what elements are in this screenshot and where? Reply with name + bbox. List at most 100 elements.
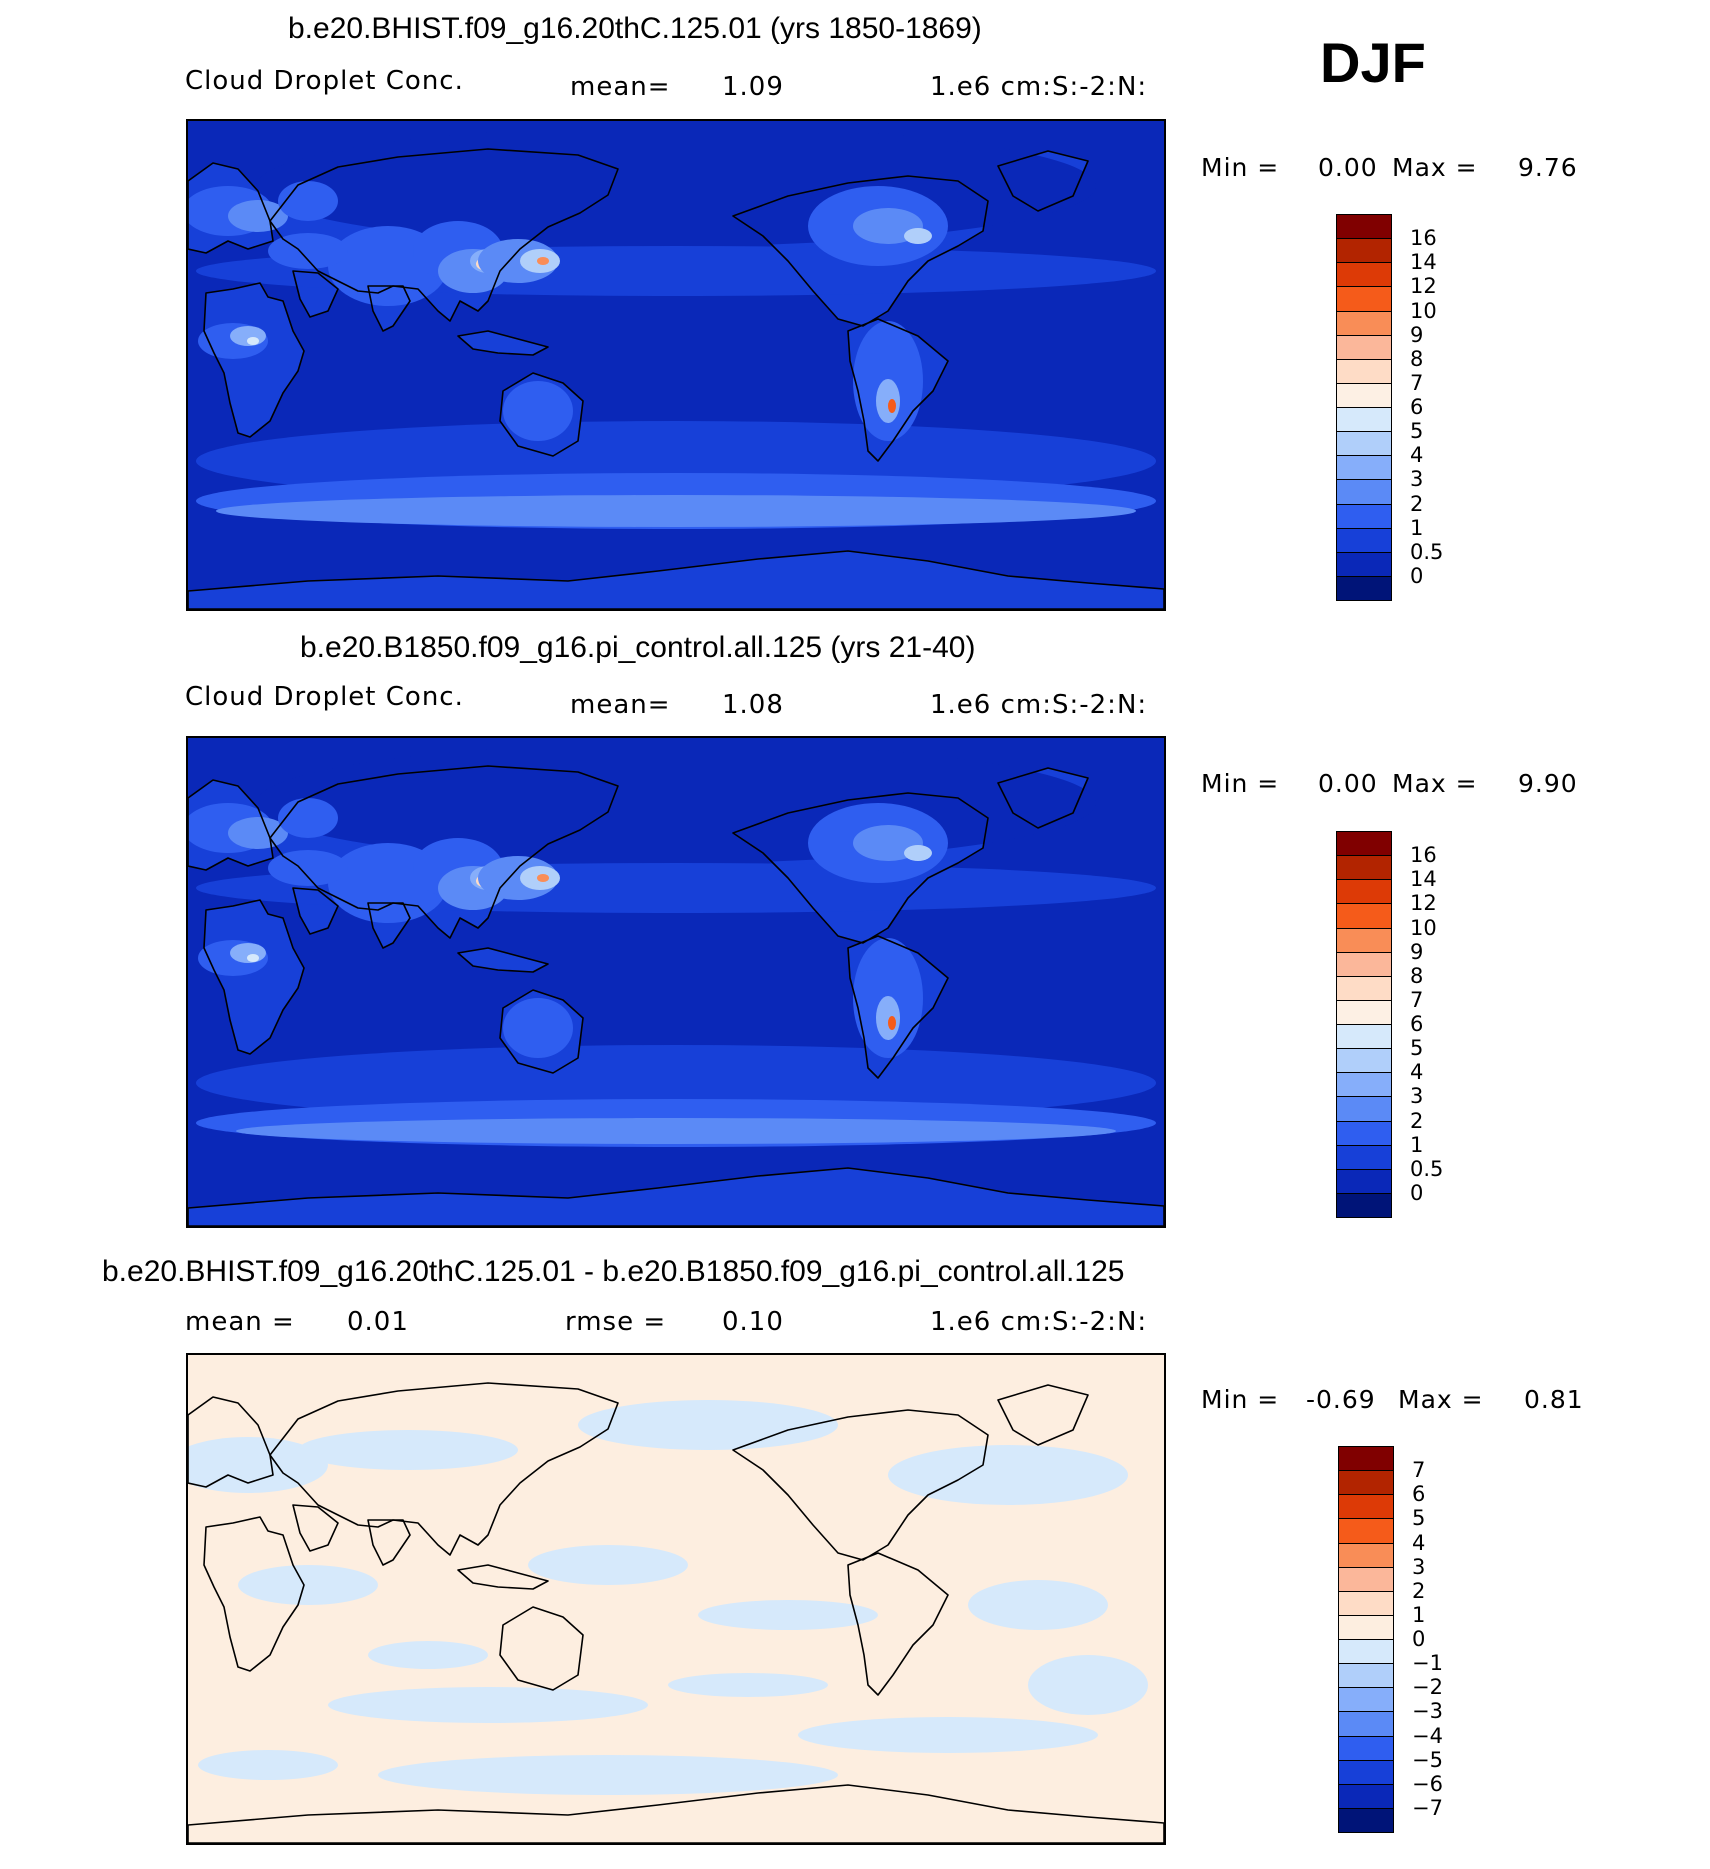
- colorbar-tick-label: 7: [1410, 987, 1424, 1012]
- colorbar-swatch: [1336, 999, 1392, 1025]
- colorbar-tick-label: −2: [1412, 1675, 1443, 1700]
- colorbar-swatch: [1336, 1024, 1392, 1050]
- panel-1-units: 1.e6 cm:S:-2:N:: [930, 72, 1148, 102]
- colorbar-tick-label: 3: [1410, 1084, 1424, 1109]
- colorbar-tick-label: 10: [1410, 915, 1437, 940]
- colorbar-swatch: [1336, 286, 1392, 312]
- season-label: DJF: [1320, 31, 1426, 94]
- colorbar-tick-label: 2: [1410, 1108, 1424, 1133]
- panel-3-max-label: Max =: [1398, 1385, 1484, 1414]
- colorbar-swatch: [1336, 1072, 1392, 1098]
- colorbar-tick-label: 0: [1412, 1627, 1426, 1651]
- colorbar-tick-label: 5: [1412, 1506, 1426, 1531]
- colorbar-tick-label: 7: [1410, 370, 1424, 395]
- panel-1-min-value: 0.00: [1318, 153, 1378, 182]
- panel-3-mean-value: 0.01: [347, 1307, 409, 1337]
- panel-1-mean-value: 1.09: [722, 72, 784, 102]
- panel-2-map: [186, 736, 1166, 1228]
- panel-3-max-value: 0.81: [1524, 1385, 1584, 1414]
- colorbar-swatch: [1338, 1735, 1394, 1761]
- colorbar-swatch: [1338, 1494, 1394, 1520]
- colorbar-tick-label: 16: [1410, 843, 1437, 868]
- colorbar-swatch: [1336, 407, 1392, 433]
- panel-2-max-value: 9.90: [1518, 769, 1578, 798]
- colorbar-swatch: [1338, 1542, 1394, 1568]
- colorbar-swatch: [1338, 1446, 1394, 1472]
- colorbar-swatch: [1336, 310, 1392, 336]
- colorbar-tick-label: 5: [1410, 419, 1424, 444]
- colorbar-swatch: [1338, 1614, 1394, 1640]
- colorbar-swatch: [1336, 1144, 1392, 1170]
- panel-1-mean-label: mean=: [570, 72, 671, 102]
- colorbar-swatch: [1336, 1168, 1392, 1194]
- colorbar-tick-label: 3: [1410, 467, 1424, 492]
- colorbar-swatch: [1336, 551, 1392, 577]
- colorbar-swatch: [1336, 1096, 1392, 1122]
- colorbar-swatch: [1336, 879, 1392, 905]
- colorbar-tick-label: 10: [1410, 298, 1437, 323]
- colorbar-swatch: [1338, 1759, 1394, 1785]
- colorbar-tick-label: 2: [1412, 1578, 1426, 1603]
- colorbar-swatch: [1336, 503, 1392, 529]
- panel-2-colorbar: 16 14 12 10 9 8 7 6 5 4 3 2 1 0.5 0: [1336, 831, 1443, 1218]
- panel-1-variable: Cloud Droplet Conc.: [185, 66, 464, 96]
- colorbar-tick-label: 14: [1410, 867, 1437, 892]
- colorbar-tick-label: 0.5: [1410, 1156, 1444, 1181]
- colorbar-swatch: [1338, 1711, 1394, 1737]
- colorbar-swatch: [1336, 1120, 1392, 1146]
- colorbar-swatch: [1338, 1807, 1394, 1833]
- colorbar-swatch: [1338, 1663, 1394, 1689]
- colorbar-swatch: [1338, 1518, 1394, 1544]
- colorbar-tick-label: 1: [1410, 515, 1424, 540]
- colorbar-swatch: [1336, 927, 1392, 953]
- colorbar-tick-label: 4: [1410, 443, 1424, 468]
- colorbar-swatch: [1338, 1687, 1394, 1713]
- panel-3-title: b.e20.BHIST.f09_g16.20thC.125.01 - b.e20…: [102, 1255, 1125, 1288]
- colorbar-tick-label: 7: [1412, 1458, 1426, 1483]
- panel-3-rmse-label: rmse =: [565, 1307, 667, 1337]
- colorbar-swatch: [1338, 1783, 1394, 1809]
- colorbar-tick-label: −3: [1412, 1699, 1443, 1724]
- panel-2-units: 1.e6 cm:S:-2:N:: [930, 690, 1148, 720]
- colorbar-tick-label: −7: [1412, 1795, 1443, 1820]
- colorbar-swatch: [1336, 214, 1392, 240]
- panel-1-max-label: Max =: [1392, 153, 1478, 182]
- panel-2-mean-label: mean=: [570, 690, 671, 720]
- colorbar-tick-label: −1: [1412, 1651, 1443, 1676]
- colorbar-swatch: [1336, 951, 1392, 977]
- panel-2-min-label: Min =: [1201, 769, 1280, 798]
- panel-1-colorbar: 16 14 12 10 9 8 7 6 5 4 3 2 1 0.5 0: [1336, 214, 1443, 601]
- panel-1-max-value: 9.76: [1518, 153, 1578, 182]
- colorbar-swatch: [1336, 1048, 1392, 1074]
- panel-3-min-value: -0.69: [1306, 1385, 1376, 1414]
- colorbar-tick-label: 6: [1410, 395, 1424, 419]
- colorbar-swatch: [1338, 1639, 1394, 1665]
- colorbar-swatch: [1336, 975, 1392, 1001]
- colorbar-tick-label: 12: [1410, 891, 1437, 916]
- colorbar-tick-label: 0: [1410, 1180, 1424, 1205]
- colorbar-swatch: [1336, 358, 1392, 384]
- colorbar-tick-label: −6: [1412, 1771, 1443, 1796]
- colorbar-swatch: [1336, 903, 1392, 929]
- colorbar-swatch: [1336, 1192, 1392, 1218]
- panel-2-variable: Cloud Droplet Conc.: [185, 682, 464, 712]
- colorbar-swatch: [1336, 575, 1392, 601]
- colorbar-tick-label: 3: [1412, 1554, 1426, 1579]
- colorbar-tick-label: 9: [1410, 939, 1424, 964]
- colorbar-tick-label: −4: [1412, 1723, 1443, 1748]
- panel-3-units: 1.e6 cm:S:-2:N:: [930, 1307, 1148, 1337]
- colorbar-swatch: [1336, 382, 1392, 408]
- panel-1-min-label: Min =: [1201, 153, 1280, 182]
- panel-3-mean-label: mean =: [185, 1307, 295, 1337]
- colorbar-swatch: [1336, 238, 1392, 264]
- panel-3-min-label: Min =: [1201, 1385, 1280, 1414]
- colorbar-swatch: [1336, 479, 1392, 505]
- colorbar-swatch: [1338, 1566, 1394, 1592]
- colorbar-swatch: [1336, 262, 1392, 288]
- colorbar-tick-label: 0: [1410, 563, 1424, 588]
- colorbar-tick-label: 4: [1412, 1530, 1426, 1555]
- colorbar-swatch: [1336, 455, 1392, 481]
- panel-2-title: b.e20.B1850.f09_g16.pi_control.all.125 (…: [300, 631, 976, 664]
- colorbar-swatch: [1336, 855, 1392, 881]
- colorbar-tick-label: 6: [1412, 1482, 1426, 1507]
